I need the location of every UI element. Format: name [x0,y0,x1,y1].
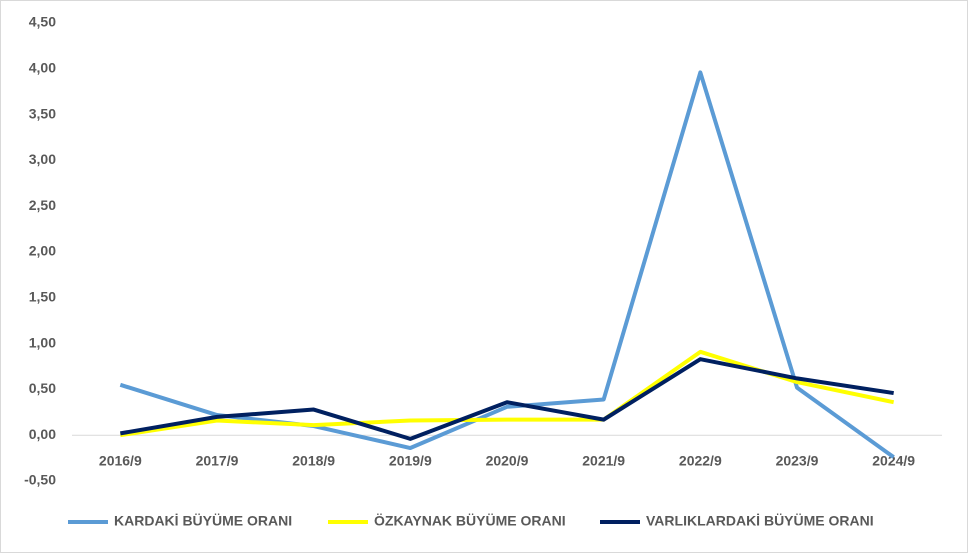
x-tick-label: 2018/9 [292,453,335,469]
y-tick-label: 3,50 [29,105,56,121]
series-line [119,357,894,441]
x-tick-label: 2016/9 [99,453,142,469]
legend-label: KARDAKİ BÜYÜME ORANI [114,513,292,529]
y-tick-label: 1,50 [29,289,56,305]
x-tick-label: 2022/9 [679,453,722,469]
y-tick-label: 1,00 [29,334,56,350]
y-tick-label: 0,50 [29,380,56,396]
x-tick-label: 2017/9 [196,453,239,469]
x-tick-label: 2024/9 [872,453,915,469]
x-tick-label: 2023/9 [776,453,819,469]
legend-label: ÖZKAYNAK BÜYÜME ORANI [374,513,566,529]
y-tick-label: 0,00 [29,426,56,442]
y-tick-label: 4,50 [29,14,56,30]
y-tick-label: 2,50 [29,197,56,213]
x-tick-label: 2019/9 [389,453,432,469]
y-tick-label: 4,00 [29,60,56,76]
series-line [119,70,895,459]
legend-label: VARLIKLARDAKİ BÜYÜME ORANI [646,513,874,529]
x-tick-label: 2020/9 [486,453,529,469]
y-tick-label: 2,00 [29,243,56,259]
y-tick-label: 3,00 [29,151,56,167]
x-tick-label: 2021/9 [582,453,625,469]
y-tick-label: -0,50 [24,472,56,488]
